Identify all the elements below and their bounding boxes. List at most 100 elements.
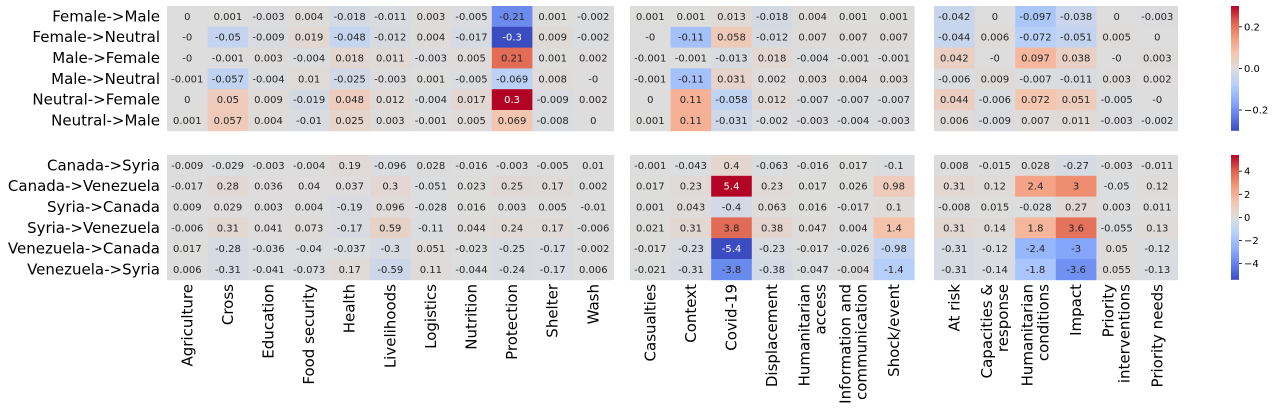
heatmap-cell [670,68,712,90]
heatmap-cell [711,175,753,197]
heatmap-cell [1015,155,1057,177]
heatmap-cell [207,155,249,177]
heatmap-cell [670,155,712,177]
heatmap-cell [1015,89,1057,111]
heatmap-cell [248,259,290,281]
heatmap-cell [751,110,793,132]
heatmap-cell [934,68,975,90]
cell-value-label: -0.004 [252,74,284,85]
cell-value-label: 0.31 [217,223,239,234]
heatmap-cell [974,6,1016,28]
cell-value-label: 0.11 [680,95,702,106]
cell-value-label: 0.31 [680,223,702,234]
cell-value-label: 0.048 [335,95,364,106]
heatmap-cell [711,68,753,90]
cell-value-label: 0.058 [717,33,746,44]
cell-value-label: 0.043 [677,203,706,214]
heatmap-cell [873,89,915,111]
heatmap-cell [491,196,533,218]
cell-value-label: -0.026 [837,244,869,255]
column-label: Capacities & [978,284,996,379]
heatmap-cell [288,259,330,281]
heatmap-cell [1096,238,1138,260]
cell-value-label: 0.21 [501,54,523,65]
heatmap-cell [329,175,371,197]
heatmap-cell [751,68,793,90]
heatmap-cell [974,110,1016,132]
heatmap-cell [329,238,371,260]
cell-value-label: -0.38 [759,265,785,276]
column-label: Displacement [763,284,781,387]
heatmap-cells: 0 0.001 -0.003 0.004 -0.018 -0.011 0.003 -0.005… [167,6,1178,281]
heatmap-cell [410,47,452,69]
heatmap-cell [751,47,793,69]
heatmap-cell [1137,89,1178,111]
heatmap-cell [1137,110,1178,132]
cell-value-label: -0.001 [171,74,203,85]
heatmap-cell [167,217,208,239]
cell-value-label: -0.007 [797,95,829,106]
heatmap-cell [532,175,574,197]
heatmap-cell [934,155,975,177]
cell-value-label: -0.016 [455,161,487,172]
column-label: access [812,284,830,335]
cell-value-label: -0.003 [252,161,284,172]
heatmap-cell [248,217,290,239]
cell-value-label: 0.23 [761,182,783,193]
cell-value-label: 0.98 [883,182,905,193]
cell-value-label: -0.002 [577,244,609,255]
cell-value-label: -0.007 [878,95,910,106]
heatmap-cell [370,196,411,218]
colorbar-tick-label: −0.2 [1244,106,1268,117]
heatmap-cell [167,175,208,197]
heatmap-cell [288,238,330,260]
heatmap-cell [288,6,330,28]
heatmap-cell [491,68,533,90]
cell-value-label: -0.097 [1019,12,1051,23]
cell-value-label: -0.051 [415,182,447,193]
cell-value-label: 0.001 [636,116,665,127]
column-label: Impact [1067,284,1085,336]
column-label: Nutrition [463,284,481,350]
cell-value-label: -0.002 [756,116,788,127]
heatmap-cell [248,89,290,111]
cell-value-label: 0.019 [295,33,324,44]
cell-value-label: 0.23 [680,182,702,193]
heatmap-cell [1015,110,1057,132]
heatmap-cell [451,155,493,177]
colorbar-tick-label: 4 [1244,167,1250,178]
heatmap-cell [370,217,411,239]
cell-value-label: 0.004 [295,12,324,23]
cell-value-label: 0.13 [1146,223,1168,234]
heatmap-cell [491,89,533,111]
heatmap-cell [873,259,915,281]
heatmap-cell [248,68,290,90]
heatmap-cell [1015,175,1057,197]
cell-value-label: 0.015 [981,203,1010,214]
row-labels: Female->Male Female->Neutral Male->Female M… [8,7,160,278]
heatmap-cell [288,68,330,90]
cell-value-label: -0.003 [374,74,406,85]
cell-value-label: 0.001 [839,12,868,23]
heatmap-cell [974,68,1016,90]
heatmap-cell [1055,26,1097,48]
cell-value-label: 0.017 [636,182,665,193]
cell-value-label: -0.003 [1101,161,1133,172]
cell-value-label: 0.006 [173,265,202,276]
cell-value-label: -0.063 [756,161,788,172]
cell-value-label: -0.019 [293,95,325,106]
heatmap-cell [792,238,834,260]
cell-value-label: -0.073 [293,265,325,276]
heatmap-cell [370,68,411,90]
cell-value-label: 1.4 [886,223,902,234]
heatmap-cell [873,47,915,69]
heatmap-cell [329,26,371,48]
cell-value-label: 0.001 [214,12,243,23]
heatmap-cell [1015,259,1057,281]
heatmap-cell [670,217,712,239]
column-label: Priority needs [1148,284,1166,388]
cell-value-label: -0.017 [634,244,666,255]
heatmap-cell [329,68,371,90]
heatmap-cell [329,196,371,218]
